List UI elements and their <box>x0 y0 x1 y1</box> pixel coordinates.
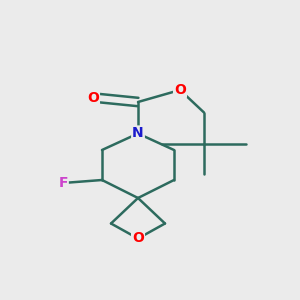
Text: O: O <box>174 83 186 97</box>
Text: O: O <box>132 232 144 245</box>
Text: N: N <box>132 127 144 140</box>
Text: F: F <box>58 176 68 190</box>
Text: O: O <box>87 91 99 104</box>
